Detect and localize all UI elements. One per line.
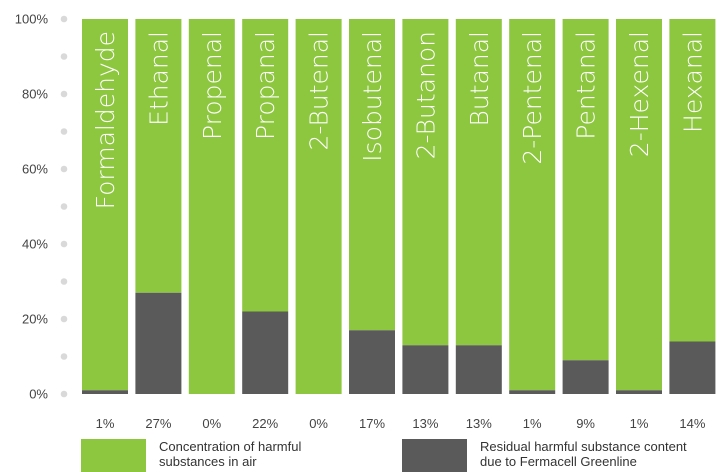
bar-segment-residual xyxy=(349,330,395,394)
bar-segment-air xyxy=(455,19,502,346)
value-label: 1% xyxy=(523,416,542,431)
legend-item-air-concentration: Concentration of harmful substances in a… xyxy=(81,439,344,472)
value-label: 22% xyxy=(252,416,278,431)
value-label: 1% xyxy=(630,416,649,431)
y-grid-dot xyxy=(60,240,68,248)
value-label: 13% xyxy=(466,416,492,431)
bar-segment-residual xyxy=(82,390,128,394)
bar-segment-air xyxy=(562,19,609,361)
category-label: Ethanal xyxy=(144,31,173,126)
category-label: 2-Pentenal xyxy=(518,31,547,165)
value-label: 9% xyxy=(576,416,595,431)
bar-segment-air xyxy=(135,19,182,293)
category-label: 2-Butenal xyxy=(305,31,334,151)
category-label: Hexanal xyxy=(678,31,707,133)
y-grid-dot xyxy=(60,315,68,323)
bar-segment-air xyxy=(669,19,716,342)
bar-segment-air xyxy=(242,19,289,312)
category-label: Propanal xyxy=(251,31,280,140)
bar-segment-residual xyxy=(135,292,182,394)
y-tick-label: 60% xyxy=(22,162,48,177)
stacked-bar-chart: 0% 20% 40% 60% 80% 100% Formaldehyde 1% Ethanal 2… xyxy=(15,12,716,431)
bar-segment-residual xyxy=(455,345,502,394)
bar-segment-residual xyxy=(402,345,449,394)
legend-swatch-green xyxy=(81,439,146,472)
y-grid-dot xyxy=(60,128,68,135)
legend-label-residual-content: Residual harmful substance content due t… xyxy=(480,439,687,469)
category-label: Butanal xyxy=(465,31,494,126)
y-tick-label: 0% xyxy=(29,387,48,402)
bar-segment-air xyxy=(616,19,662,391)
y-tick-label: 100% xyxy=(15,12,49,27)
value-label: 27% xyxy=(145,416,171,431)
y-grid-dot xyxy=(60,278,68,285)
bar-segment-air xyxy=(402,19,449,346)
bar-segment-air xyxy=(509,19,556,391)
category-label: Propenal xyxy=(198,31,227,140)
y-tick-label: 80% xyxy=(22,87,48,102)
bar-segment-air xyxy=(295,19,342,394)
y-grid-dot xyxy=(60,390,68,398)
y-tick-label: 20% xyxy=(22,312,48,327)
legend-label-air-concentration: Concentration of harmful substances in a… xyxy=(159,439,302,469)
y-grid-dot xyxy=(60,353,68,360)
bar-segment-residual xyxy=(616,390,662,394)
bar-segment-residual xyxy=(562,360,609,394)
y-grid-dot xyxy=(60,90,68,98)
category-label: 2-Hexenal xyxy=(625,31,654,157)
value-label: 0% xyxy=(309,416,328,431)
bar-segment-air xyxy=(82,19,128,391)
bar-segment-residual xyxy=(509,390,556,394)
y-tick-label: 40% xyxy=(22,237,48,252)
category-label: Formaldehyde xyxy=(91,31,120,209)
y-grid-dot xyxy=(60,53,68,60)
category-label: 2-Butanon xyxy=(411,31,440,159)
bar-segment-air xyxy=(349,19,395,331)
bar-segment-residual xyxy=(669,341,716,394)
legend-item-residual-content: Residual harmful substance content due t… xyxy=(402,439,710,472)
y-grid-dot xyxy=(60,15,68,23)
bar-segment-air xyxy=(188,19,235,394)
y-grid-dot xyxy=(60,165,68,173)
category-label: Pentanal xyxy=(572,31,601,140)
value-label: 14% xyxy=(679,416,705,431)
value-label: 0% xyxy=(202,416,221,431)
bar-segment-residual xyxy=(242,311,289,394)
value-label: 13% xyxy=(412,416,438,431)
category-label: Isobutenal xyxy=(358,31,387,162)
legend-swatch-gray xyxy=(402,439,467,472)
value-label: 17% xyxy=(359,416,385,431)
value-label: 1% xyxy=(96,416,115,431)
y-grid-dot xyxy=(60,203,68,210)
